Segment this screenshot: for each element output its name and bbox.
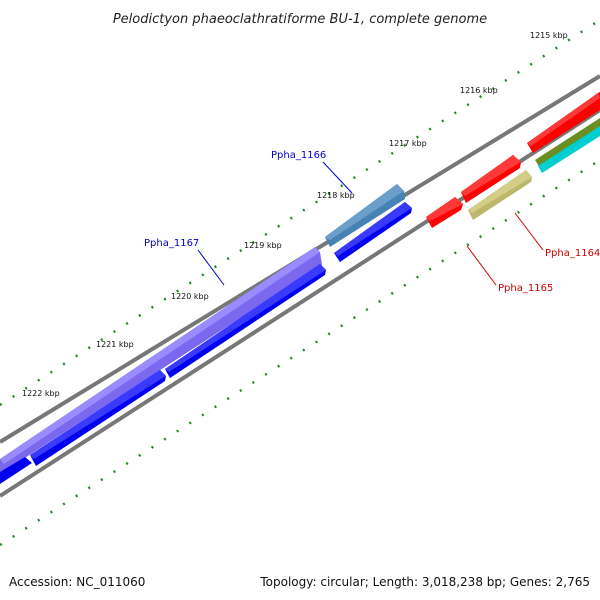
gene-khaki[interactable]: [468, 170, 532, 220]
accession-text: Accession: NC_011060: [9, 575, 145, 589]
tick-label-1216: 1216 kbp: [460, 86, 498, 95]
gene-olive[interactable]: [535, 118, 600, 168]
tick-label-1219: 1219 kbp: [244, 241, 282, 250]
outer-tick-track: [0, 18, 600, 407]
genome-summary-text: Topology: circular; Length: 3,018,238 bp…: [259, 575, 590, 589]
gene-label-ppha-1166[interactable]: Ppha_1166: [271, 150, 326, 161]
callout-line-ppha-1164: [514, 212, 544, 251]
gene-ppha-1167[interactable]: [0, 247, 322, 474]
gene-blue-lower-4[interactable]: [334, 202, 412, 262]
tick-label-1218: 1218 kbp: [317, 191, 355, 200]
map-title: Pelodictyon phaeoclathratiforme BU-1, co…: [113, 12, 487, 27]
tick-label-1217: 1217 kbp: [389, 139, 427, 148]
tick-label-1215: 1215 kbp: [530, 31, 568, 40]
gene-blue-lower-1[interactable]: [0, 457, 32, 484]
tick-label-1222: 1222 kbp: [22, 389, 60, 398]
gene-blue-lower-3[interactable]: [165, 264, 326, 378]
callout-line-ppha-1166: [322, 161, 353, 194]
gene-red-3[interactable]: [527, 92, 600, 153]
callout-line-ppha-1167: [197, 249, 225, 286]
gene-blue-lower-2[interactable]: [30, 370, 166, 466]
gene-label-ppha-1167[interactable]: Ppha_1167: [144, 238, 199, 249]
gene-cyan[interactable]: [538, 126, 600, 173]
gene-red-2[interactable]: [461, 155, 521, 203]
tick-label-1220: 1220 kbp: [171, 292, 209, 301]
tick-label-1221: 1221 kbp: [96, 340, 134, 349]
gene-ppha-1166[interactable]: [325, 184, 405, 247]
callout-line-ppha-1165: [466, 245, 497, 286]
gene-label-ppha-1164[interactable]: Ppha_1164: [545, 248, 600, 259]
gene-label-ppha-1165[interactable]: Ppha_1165: [498, 283, 553, 294]
inner-tick-track: [0, 158, 600, 547]
gene-red-1[interactable]: [426, 197, 463, 228]
